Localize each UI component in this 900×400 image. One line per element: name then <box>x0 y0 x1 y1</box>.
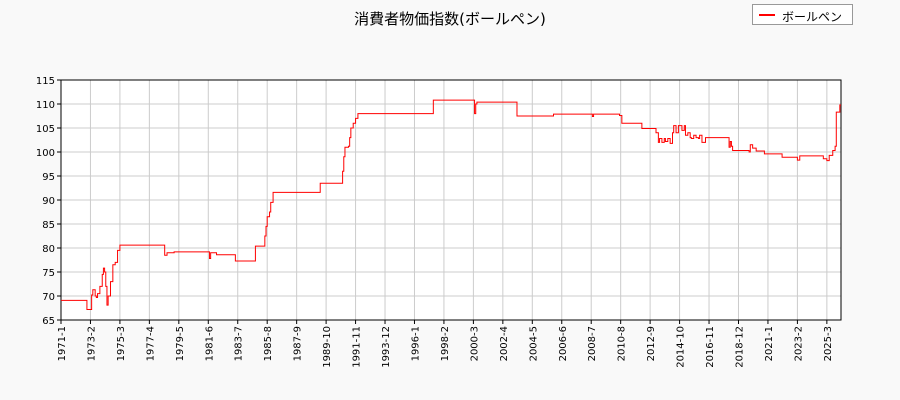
x-tick-label: 1991-11 <box>352 326 363 368</box>
y-tick-label: 110 <box>36 100 55 111</box>
x-tick-label: 2008-7 <box>587 326 598 361</box>
x-tick-label: 1977-4 <box>145 326 156 361</box>
legend: ボールペン <box>752 4 853 25</box>
y-tick-label: 105 <box>36 124 55 135</box>
chart-title: 消費者物価指数(ボールペン) <box>354 10 546 28</box>
x-tick-label: 1973-2 <box>86 326 97 361</box>
x-tick-label: 1987-9 <box>293 326 304 361</box>
x-tick-label: 2014-10 <box>676 326 687 368</box>
x-tick-label: 2023-2 <box>793 326 804 361</box>
x-tick-label: 1998-2 <box>440 326 451 361</box>
x-tick-label: 2018-12 <box>734 326 745 368</box>
x-tick-label: 2010-8 <box>617 326 628 361</box>
series-line <box>61 99 841 310</box>
x-tick-label: 1979-5 <box>175 326 186 361</box>
y-tick-label: 85 <box>42 220 55 231</box>
y-tick-label: 95 <box>42 172 55 183</box>
x-tick-label: 1983-7 <box>234 326 245 361</box>
legend-swatch <box>759 14 775 16</box>
x-tick-label: 2004-5 <box>528 326 539 361</box>
y-tick-label: 65 <box>42 316 55 327</box>
x-tick-label: 2025-3 <box>823 326 834 361</box>
x-tick-label: 2000-3 <box>469 326 480 361</box>
y-tick-label: 75 <box>42 268 55 279</box>
x-tick-label: 2016-11 <box>705 326 716 368</box>
x-tick-label: 1989-10 <box>322 326 333 368</box>
y-tick-label: 90 <box>42 196 55 207</box>
x-tick-label: 2006-6 <box>558 326 569 361</box>
x-tick-label: 2012-9 <box>646 326 657 361</box>
x-tick-label: 1975-3 <box>116 326 127 361</box>
x-tick-label: 2021-1 <box>764 326 775 361</box>
x-tick-label: 2002-4 <box>499 326 510 361</box>
y-tick-label: 70 <box>42 292 55 303</box>
x-tick-label: 1993-12 <box>381 326 392 368</box>
x-tick-label: 1981-6 <box>204 326 215 361</box>
x-tick-label: 1985-8 <box>263 326 274 361</box>
y-tick-label: 80 <box>42 244 55 255</box>
plot-frame <box>60 79 842 321</box>
legend-label: ボールペン <box>782 10 843 24</box>
x-tick-label: 1971-1 <box>57 326 68 361</box>
x-tick-label: 1996-1 <box>410 326 421 361</box>
y-tick-label: 100 <box>36 148 55 159</box>
y-tick-label: 115 <box>36 76 55 87</box>
